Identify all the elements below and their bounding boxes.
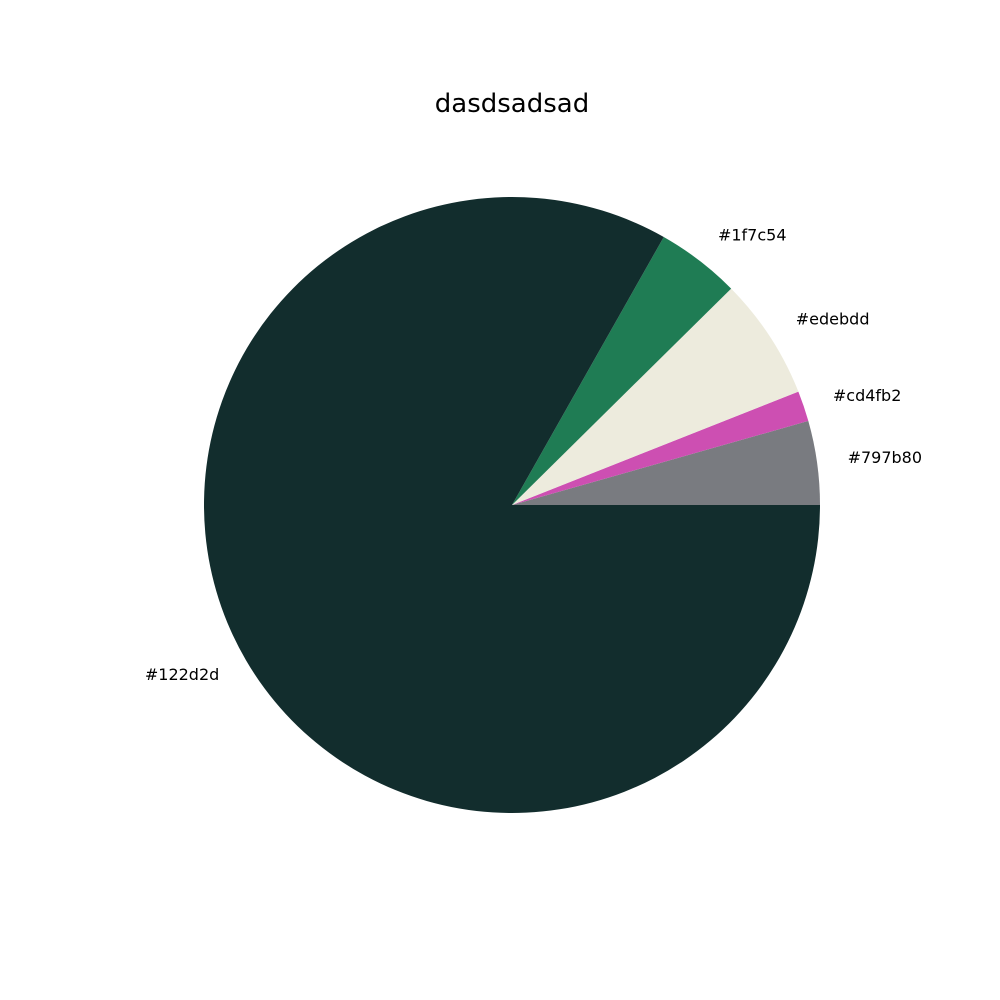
pie-slice-0	[512, 420, 820, 505]
pie-slices	[204, 196, 821, 814]
pie-slice-label-1: #cd4fb2	[833, 386, 902, 405]
pie-slice-3	[512, 236, 732, 505]
pie-slice-4	[204, 196, 821, 814]
pie-slice-2	[512, 288, 799, 505]
chart-title: dasdsadsad	[435, 89, 589, 119]
pie-slice-label-4: #122d2d	[145, 665, 219, 684]
pie-slice-label-2: #edebdd	[796, 309, 870, 328]
pie-slice-label-0: #797b80	[848, 448, 922, 467]
pie-labels: #797b80 #cd4fb2 #edebdd #1f7c54 #122d2d	[145, 225, 922, 684]
pie-slice-1	[512, 391, 809, 505]
pie-slice-label-3: #1f7c54	[718, 225, 787, 244]
